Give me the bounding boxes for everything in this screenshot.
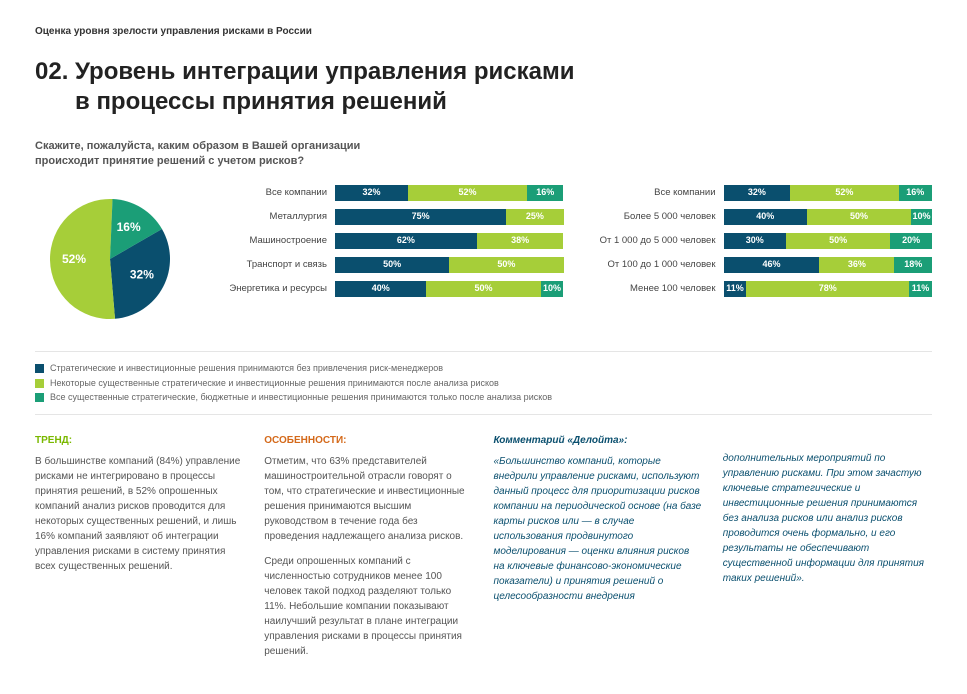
bar-segment: 16% (527, 185, 564, 201)
bar-segment: 36% (819, 257, 894, 273)
bar-segment: 18% (894, 257, 932, 273)
legend-swatch (35, 393, 44, 402)
question-line-1: Скажите, пожалуйста, каким образом в Ваш… (35, 140, 360, 152)
bar-row: Менее 100 человек11%78%11% (584, 280, 933, 298)
charts-row: 32%52%16% Все компании32%52%16%Металлург… (35, 184, 932, 339)
legend: Стратегические и инвестиционные решения … (35, 351, 932, 415)
text-columns: ТРЕНД: В большинстве компаний (84%) упра… (35, 433, 932, 669)
pie-label: 32% (130, 267, 154, 281)
bar-track: 75%25% (335, 209, 564, 225)
bar-track: 62%38% (335, 233, 564, 249)
features-p1: Отметим, что 63% представителей машиност… (264, 454, 473, 544)
legend-item: Стратегические и инвестиционные решения … (35, 362, 932, 375)
survey-question: Скажите, пожалуйста, каким образом в Ваш… (35, 139, 932, 170)
title-line-1: 02. Уровень интеграции управления рискам… (35, 58, 574, 85)
bar-track: 46%36%18% (724, 257, 933, 273)
pie-chart: 32% 52% 16% (35, 184, 195, 339)
legend-text: Все существенные стратегические, бюджетн… (50, 391, 552, 404)
features-p2: Среди опрошенных компаний с численностью… (264, 554, 473, 659)
bar-label: Все компании (215, 186, 335, 199)
bar-segment: 75% (335, 209, 506, 225)
features-heading: ОСОБЕННОСТИ: (264, 433, 473, 448)
legend-text: Стратегические и инвестиционные решения … (50, 362, 443, 375)
pie-label: 52% (62, 252, 86, 266)
bar-track: 40%50%10% (724, 209, 933, 225)
page-title: 02. Уровень интеграции управления рискам… (35, 57, 932, 117)
bar-row: Машиностроение62%38% (215, 232, 564, 250)
bar-label: Все компании (584, 186, 724, 199)
bar-segment: 50% (786, 233, 890, 249)
bar-segment: 16% (899, 185, 932, 201)
trend-body: В большинстве компаний (84%) управление … (35, 454, 244, 574)
bar-track: 32%52%16% (724, 185, 933, 201)
bar-track: 32%52%16% (335, 185, 564, 201)
bar-label: Энергетика и ресурсы (215, 282, 335, 295)
bar-segment: 40% (335, 281, 426, 297)
question-line-2: происходит принятие решений с учетом рис… (35, 155, 304, 167)
title-line-2: в процессы принятия решений (75, 88, 447, 115)
pie-label: 16% (117, 220, 141, 234)
bar-segment: 52% (408, 185, 527, 201)
comment-p1: «Большинство компаний, которые внедрили … (494, 454, 703, 604)
bar-label: Транспорт и связь (215, 258, 335, 271)
bar-row: Более 5 000 человек40%50%10% (584, 208, 933, 226)
bar-label: Машиностроение (215, 234, 335, 247)
features-column: ОСОБЕННОСТИ: Отметим, что 63% представит… (264, 433, 473, 669)
bar-segment: 46% (724, 257, 820, 273)
bar-segment: 11% (724, 281, 747, 297)
bar-segment: 11% (909, 281, 932, 297)
bar-label: От 1 000 до 5 000 человек (584, 234, 724, 247)
bar-row: Металлургия75%25% (215, 208, 564, 226)
bar-segment: 25% (506, 209, 563, 225)
bar-label: Металлургия (215, 210, 335, 223)
bar-segment: 40% (724, 209, 807, 225)
bar-chart-headcount: Все компании32%52%16%Более 5 000 человек… (584, 184, 933, 304)
bar-segment: 50% (807, 209, 911, 225)
comment-heading: Комментарий «Делойта»: (494, 433, 703, 448)
bar-segment: 32% (335, 185, 408, 201)
legend-swatch (35, 364, 44, 373)
legend-text: Некоторые существенные стратегические и … (50, 377, 499, 390)
bar-label: Более 5 000 человек (584, 210, 724, 223)
bar-segment: 50% (449, 257, 563, 273)
bar-segment: 10% (541, 281, 564, 297)
bar-row: Транспорт и связь50%50% (215, 256, 564, 274)
bar-segment: 32% (724, 185, 791, 201)
comment-p2: дополнительных мероприятий по управлению… (723, 451, 932, 586)
bar-track: 40%50%10% (335, 281, 564, 297)
trend-column: ТРЕНД: В большинстве компаний (84%) упра… (35, 433, 244, 669)
bar-row: От 1 000 до 5 000 человек30%50%20% (584, 232, 933, 250)
bar-label: Менее 100 человек (584, 282, 724, 295)
bar-segment: 20% (890, 233, 932, 249)
bar-label: От 100 до 1 000 человек (584, 258, 724, 271)
bar-track: 30%50%20% (724, 233, 933, 249)
comment-column-1: Комментарий «Делойта»: «Большинство комп… (494, 433, 703, 669)
comment-column-2: дополнительных мероприятий по управлению… (723, 433, 932, 669)
legend-swatch (35, 379, 44, 388)
bar-segment: 50% (426, 281, 540, 297)
bar-track: 50%50% (335, 257, 564, 273)
bar-row: Энергетика и ресурсы40%50%10% (215, 280, 564, 298)
bar-segment: 50% (335, 257, 449, 273)
trend-heading: ТРЕНД: (35, 433, 244, 448)
legend-item: Некоторые существенные стратегические и … (35, 377, 932, 390)
legend-item: Все существенные стратегические, бюджетн… (35, 391, 932, 404)
bar-segment: 30% (724, 233, 787, 249)
bar-segment: 52% (790, 185, 898, 201)
bar-row: От 100 до 1 000 человек46%36%18% (584, 256, 933, 274)
bar-segment: 10% (911, 209, 932, 225)
bar-segment: 62% (335, 233, 477, 249)
bar-track: 11%78%11% (724, 281, 933, 297)
bar-chart-industry: Все компании32%52%16%Металлургия75%25%Ма… (215, 184, 564, 304)
bar-row: Все компании32%52%16% (215, 184, 564, 202)
bar-segment: 38% (477, 233, 564, 249)
breadcrumb: Оценка уровня зрелости управления рискам… (35, 25, 932, 39)
bar-segment: 78% (746, 281, 909, 297)
bar-row: Все компании32%52%16% (584, 184, 933, 202)
